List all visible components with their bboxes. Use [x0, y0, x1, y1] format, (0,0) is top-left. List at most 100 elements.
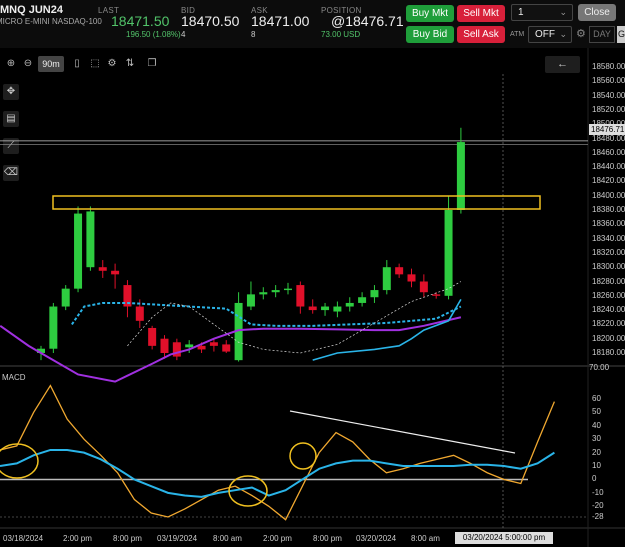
- trendline-icon[interactable]: ⟋: [3, 138, 19, 154]
- band-mid-dashed: [127, 281, 462, 354]
- chevron-down-icon: ⌄: [559, 29, 567, 39]
- candle-body: [395, 267, 404, 275]
- zoom-out-icon[interactable]: ⊖: [23, 58, 33, 69]
- time-axis-label: 03/19/2024: [157, 534, 198, 543]
- candle-body: [456, 142, 465, 210]
- candle-body: [345, 302, 354, 307]
- candle-body: [333, 306, 342, 312]
- symbol-description: MICRO E-MINI NASDAQ-100: [0, 17, 102, 26]
- macd-axis-label: 50: [592, 407, 601, 417]
- templates-icon[interactable]: ❐: [147, 58, 157, 69]
- annotation-circle: [0, 443, 39, 479]
- candle-body: [271, 290, 280, 293]
- price-axis-partial-label: 70.00: [589, 363, 610, 372]
- candle-body: [407, 274, 416, 282]
- candle-body: [61, 288, 70, 307]
- settings-icon[interactable]: ⚙: [107, 58, 117, 69]
- position-label: POSITION: [321, 6, 362, 15]
- time-axis-label: 8:00 pm: [113, 534, 142, 543]
- candle-body: [308, 306, 317, 311]
- ask-value: 18471.00: [251, 13, 310, 29]
- bid-size: 4: [181, 30, 186, 39]
- atm-select[interactable]: OFF ⌄: [528, 26, 572, 43]
- symbol-title[interactable]: MNQ JUN24: [0, 4, 63, 16]
- candle-body: [222, 344, 231, 352]
- price-axis-label: 18240.00: [592, 305, 625, 315]
- sell-market-button[interactable]: Sell Mkt: [457, 5, 505, 22]
- ask-size: 8: [251, 30, 256, 39]
- day-tif-button[interactable]: DAY: [589, 26, 615, 43]
- price-axis-label: 18400.00: [592, 190, 625, 200]
- candle-body: [86, 211, 95, 268]
- close-button[interactable]: Close: [578, 4, 616, 21]
- chart-area[interactable]: [0, 48, 625, 547]
- candle-body: [419, 281, 428, 293]
- price-axis-label: 18260.00: [592, 290, 625, 300]
- time-axis-label: 8:00 am: [411, 534, 440, 543]
- candle-body: [197, 345, 206, 350]
- price-axis-label: 18460.00: [592, 147, 625, 157]
- macd-axis-label: 20: [592, 447, 601, 457]
- candle-body: [358, 297, 367, 303]
- candle-body: [432, 294, 441, 296]
- order-type-button[interactable]: G: [617, 26, 625, 43]
- price-axis-label: 18200.00: [592, 333, 625, 343]
- candle-body: [148, 327, 157, 346]
- time-axis-label: 2:00 pm: [63, 534, 92, 543]
- resistance-zone-box: [52, 195, 541, 210]
- price-axis-label: 18300.00: [592, 262, 625, 272]
- candle-body: [74, 213, 83, 289]
- price-axis-label: 18420.00: [592, 176, 625, 186]
- macd-axis-label: -10: [592, 487, 604, 497]
- macd-axis-label: -20: [592, 501, 604, 511]
- time-axis-label: 8:00 am: [213, 534, 242, 543]
- price-axis-label: 18280.00: [592, 276, 625, 286]
- candle-body: [444, 210, 453, 296]
- moving-average-purple: [0, 316, 462, 383]
- candle-body: [172, 342, 181, 357]
- zoom-in-icon[interactable]: ⊕: [6, 58, 16, 69]
- back-arrow-icon[interactable]: ←: [545, 56, 580, 73]
- buy-market-button[interactable]: Buy Mkt: [406, 5, 454, 22]
- macd-axis-label: 0: [592, 474, 597, 484]
- notes-icon[interactable]: ▤: [3, 111, 19, 127]
- chevron-down-icon: ⌄: [559, 7, 567, 17]
- price-axis-label: 18520.00: [592, 104, 625, 114]
- price-axis-label: 18480.00: [592, 133, 625, 143]
- quantity-value: 1: [518, 7, 524, 18]
- position-pnl: 73.00 USD: [321, 30, 361, 39]
- candle-body: [49, 306, 58, 349]
- bid-value: 18470.50: [181, 13, 240, 29]
- macd-axis-label: 30: [592, 434, 601, 444]
- candle-body: [284, 288, 292, 291]
- candle-body: [135, 306, 144, 321]
- time-axis-label: 2:00 pm: [263, 534, 292, 543]
- crosshair-icon[interactable]: ✥: [3, 84, 19, 100]
- price-axis-label: 18500.00: [592, 119, 625, 128]
- annotation-circle: [289, 442, 317, 470]
- candle-body: [209, 342, 218, 346]
- atm-label: ATM: [510, 31, 525, 38]
- buy-bid-button[interactable]: Buy Bid: [406, 26, 454, 43]
- macd-label: MACD: [2, 373, 26, 382]
- candle-body: [37, 348, 45, 353]
- crosshair-select-icon[interactable]: ⬚: [90, 58, 100, 69]
- last-change: 196.50 (1.08%): [126, 30, 181, 39]
- crosshair-time-tag: 03/20/2024 5:00:00 pm: [455, 532, 553, 544]
- bar-style-icon[interactable]: ▯: [74, 58, 80, 69]
- macd-axis-label: 10: [592, 461, 601, 471]
- price-axis-label: 18220.00: [592, 319, 625, 329]
- macd-line: [0, 384, 555, 521]
- eraser-icon[interactable]: ⌫: [3, 165, 19, 181]
- gear-icon[interactable]: ⚙: [576, 28, 586, 40]
- quantity-select[interactable]: 1 ⌄: [511, 4, 573, 21]
- price-axis-label: 18560.00: [592, 76, 625, 86]
- price-axis-label: 18340.00: [592, 233, 625, 243]
- candle-body: [321, 306, 330, 311]
- candle-body: [246, 294, 255, 307]
- interval-button[interactable]: 90m: [38, 56, 64, 72]
- sell-ask-button[interactable]: Sell Ask: [457, 26, 505, 43]
- indicators-icon[interactable]: ⇅: [125, 58, 135, 69]
- ask-label: ASK: [251, 6, 268, 15]
- last-label: LAST: [98, 6, 120, 15]
